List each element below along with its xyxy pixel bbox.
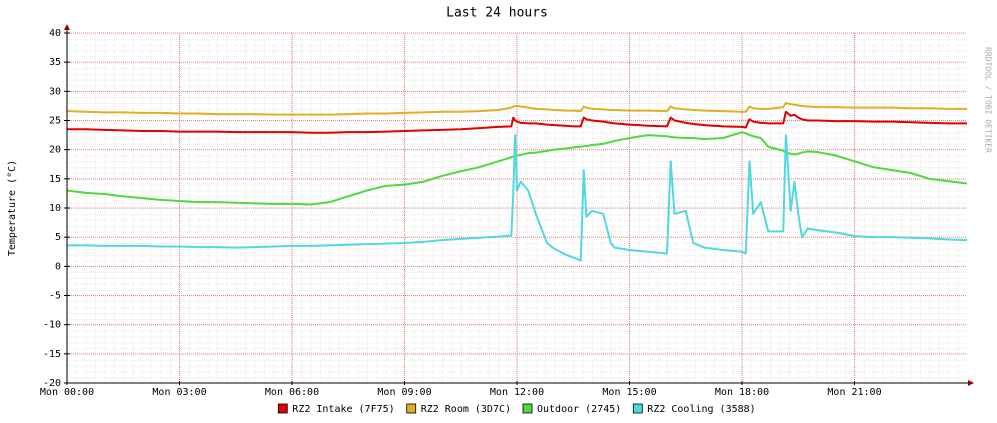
y-tick-label: 30	[49, 86, 61, 97]
y-arrow	[64, 24, 70, 30]
x-tick-label: Mon 06:00	[265, 387, 319, 398]
x-tick-label: Mon 15:00	[602, 387, 656, 398]
legend-label: RZ2 Cooling (3588)	[647, 404, 755, 415]
y-tick-label: 0	[55, 261, 61, 272]
y-tick-label: 10	[49, 203, 61, 214]
x-tick-label: Mon 21:00	[827, 387, 881, 398]
legend-item: Outdoor (2745)	[522, 403, 621, 415]
series-line	[66, 102, 967, 116]
y-tick-label: 20	[49, 145, 61, 156]
legend-swatch	[632, 403, 643, 414]
plot	[66, 102, 968, 262]
y-tick-label: 5	[55, 232, 61, 243]
chart-title: Last 24 hours	[446, 6, 548, 21]
series-line	[67, 134, 968, 262]
x-tick-label: Mon 09:00	[377, 387, 431, 398]
y-tick-label: -5	[49, 291, 61, 302]
legend-swatch	[522, 403, 533, 414]
legend-label: RZ2 Room (3D7C)	[421, 404, 511, 415]
legend-item: RZ2 Room (3D7C)	[406, 403, 511, 415]
legend-item: RZ2 Cooling (3588)	[632, 403, 756, 415]
watermark: RRDTOOL / TOBI OETIKER	[984, 47, 993, 153]
y-tick-label: 40	[49, 28, 61, 39]
x-tick-label: Mon 12:00	[490, 387, 544, 398]
y-tick-label: -10	[43, 320, 61, 331]
y-tick-label: -15	[43, 349, 61, 360]
y-tick-label: 15	[49, 174, 61, 185]
x-tick-label: Mon 00:00	[40, 387, 94, 398]
x-arrow	[968, 380, 974, 386]
y-tick-label: 25	[49, 116, 61, 127]
legend-label: Outdoor (2745)	[537, 404, 621, 415]
x-tick-label: Mon 03:00	[152, 387, 206, 398]
legend-label: RZ2 Intake (7F75)	[292, 404, 394, 415]
legend-item: RZ2 Intake (7F75)	[277, 403, 395, 415]
y-tick-label: -20	[43, 378, 61, 389]
series-line	[67, 110, 967, 134]
legend-swatch	[406, 403, 417, 414]
legend-swatch	[277, 403, 288, 414]
legend: RZ2 Intake (7F75) RZ2 Room (3D7C) Outdoor …	[277, 403, 756, 415]
x-tick-label: Mon 18:00	[715, 387, 769, 398]
axes: -20 -15 -10 -5 0 5 10 15 20 25 30 35 40 Mon 00:00 Mon …	[40, 24, 974, 398]
y-tick-label: 35	[49, 57, 61, 68]
series-line	[66, 131, 968, 206]
y-axis-label: Temperature (°C)	[7, 160, 18, 256]
